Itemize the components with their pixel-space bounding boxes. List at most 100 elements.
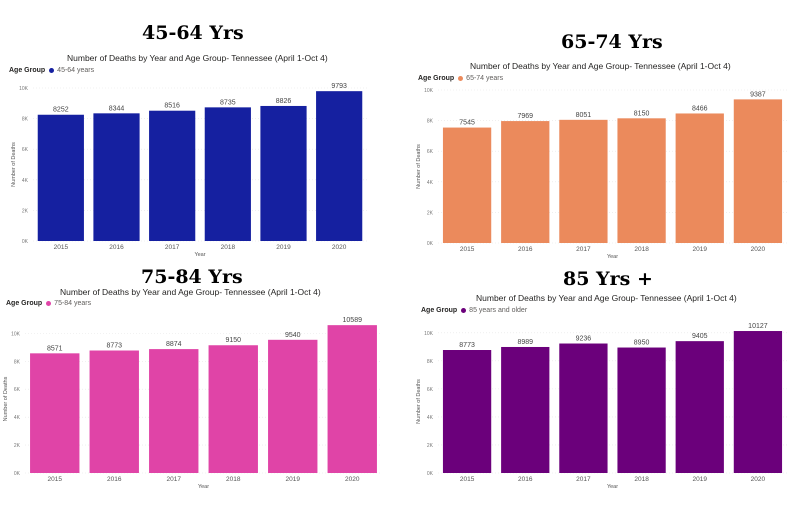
data-label: 9387	[750, 91, 766, 98]
legend-marker	[49, 68, 55, 73]
legend: Age Group 65-74 years	[418, 75, 503, 82]
x-tick-label: 2017	[165, 244, 180, 251]
y-tick-label: 0K	[427, 471, 434, 477]
data-label: 10127	[748, 323, 768, 330]
panel-heading: 75-84 Yrs	[141, 266, 243, 288]
bar	[733, 99, 783, 243]
data-label: 8773	[106, 343, 122, 350]
data-label: 8252	[53, 107, 69, 114]
data-label: 7545	[459, 120, 475, 127]
data-label: 8950	[634, 340, 650, 347]
legend-label: 75-84 years	[54, 300, 92, 307]
data-label: 8826	[276, 98, 292, 105]
y-axis-label: Number of Deaths	[416, 379, 422, 424]
data-label: 7969	[517, 113, 533, 120]
chart-title: Number of Deaths by Year and Age Group- …	[470, 61, 731, 71]
panel-heading: 85 Yrs +	[563, 268, 653, 290]
data-label: 8466	[692, 105, 708, 112]
bar	[559, 119, 608, 243]
x-tick-label: 2020	[332, 244, 347, 251]
legend-title: Age Group	[6, 300, 43, 307]
data-label: 8516	[164, 103, 180, 110]
x-tick-label: 2020	[751, 246, 766, 253]
panel-heading: 45-64 Yrs	[142, 22, 244, 44]
panel-heading: 65-74 Yrs	[561, 31, 663, 53]
bar	[93, 113, 140, 241]
legend-label: 85 years and older	[469, 307, 528, 314]
x-axis-label: Year	[194, 252, 205, 258]
chart-title: Number of Deaths by Year and Age Group- …	[60, 287, 321, 297]
x-tick-label: 2018	[634, 246, 649, 253]
x-tick-label: 2017	[576, 476, 591, 483]
data-label: 9405	[692, 333, 708, 340]
y-tick-label: 10K	[424, 88, 434, 94]
chart-title: Number of Deaths by Year and Age Group- …	[476, 293, 737, 303]
bar	[501, 346, 550, 473]
legend-title: Age Group	[421, 307, 458, 314]
x-tick-label: 2019	[693, 476, 708, 483]
y-tick-label: 0K	[22, 239, 29, 245]
bar-chart: 0K 2K 4K 6K 8K 10K Number of Deaths 7545 2015 796…	[416, 88, 787, 260]
data-label: 9236	[576, 336, 592, 343]
bar	[316, 91, 363, 241]
x-tick-label: 2020	[751, 476, 766, 483]
bar	[204, 107, 251, 242]
x-tick-label: 2016	[518, 246, 533, 253]
bar	[675, 113, 724, 243]
bar	[442, 127, 492, 243]
y-tick-label: 8K	[14, 359, 21, 365]
bar	[149, 110, 196, 241]
y-tick-label: 6K	[22, 147, 29, 153]
y-tick-label: 4K	[14, 415, 21, 421]
x-tick-label: 2015	[460, 246, 475, 253]
data-label: 8344	[109, 105, 125, 112]
y-tick-label: 10K	[19, 86, 29, 92]
bar	[89, 350, 139, 473]
data-label: 8051	[576, 112, 592, 119]
legend-title: Age Group	[9, 67, 46, 74]
y-tick-label: 4K	[427, 180, 434, 186]
data-label: 8735	[220, 99, 236, 106]
y-axis-label: Number of Deaths	[3, 376, 9, 421]
bar-chart: 0K 2K 4K 6K 8K 10K Number of Deaths 8252 2015 834…	[11, 83, 367, 258]
x-tick-label: 2016	[518, 476, 533, 483]
x-tick-label: 2017	[167, 476, 182, 483]
x-axis-label: Year	[607, 484, 618, 490]
x-tick-label: 2018	[226, 476, 241, 483]
y-tick-label: 0K	[14, 471, 21, 477]
y-tick-label: 6K	[427, 387, 434, 393]
x-axis-label: Year	[607, 254, 618, 260]
x-tick-label: 2020	[345, 476, 360, 483]
bar	[268, 339, 318, 473]
data-label: 9150	[225, 337, 241, 344]
legend-marker	[46, 301, 52, 306]
y-tick-label: 2K	[22, 208, 29, 214]
legend-label: 65-74 years	[466, 75, 504, 82]
data-label: 8773	[459, 342, 475, 349]
y-tick-label: 4K	[22, 178, 29, 184]
data-label: 8571	[47, 345, 63, 352]
legend-marker	[458, 76, 464, 81]
data-label: 9793	[331, 83, 347, 90]
y-tick-label: 6K	[427, 149, 434, 155]
x-axis-label: Year	[198, 484, 209, 490]
y-axis-label: Number of Deaths	[11, 142, 17, 187]
bar	[327, 325, 377, 473]
x-tick-label: 2015	[48, 476, 63, 483]
y-axis-label: Number of Deaths	[416, 144, 422, 189]
x-tick-label: 2015	[54, 244, 69, 251]
bar	[260, 105, 307, 242]
bar	[733, 331, 783, 473]
x-tick-label: 2016	[109, 244, 124, 251]
data-label: 8989	[517, 339, 533, 346]
legend: Age Group 75-84 years	[6, 300, 91, 307]
bar	[37, 114, 84, 241]
legend-title: Age Group	[418, 75, 455, 82]
bar	[617, 347, 666, 473]
legend-label: 45-64 years	[57, 67, 95, 74]
bar	[30, 353, 80, 473]
data-label: 8874	[166, 341, 182, 348]
y-tick-label: 8K	[427, 119, 434, 125]
x-tick-label: 2018	[221, 244, 236, 251]
